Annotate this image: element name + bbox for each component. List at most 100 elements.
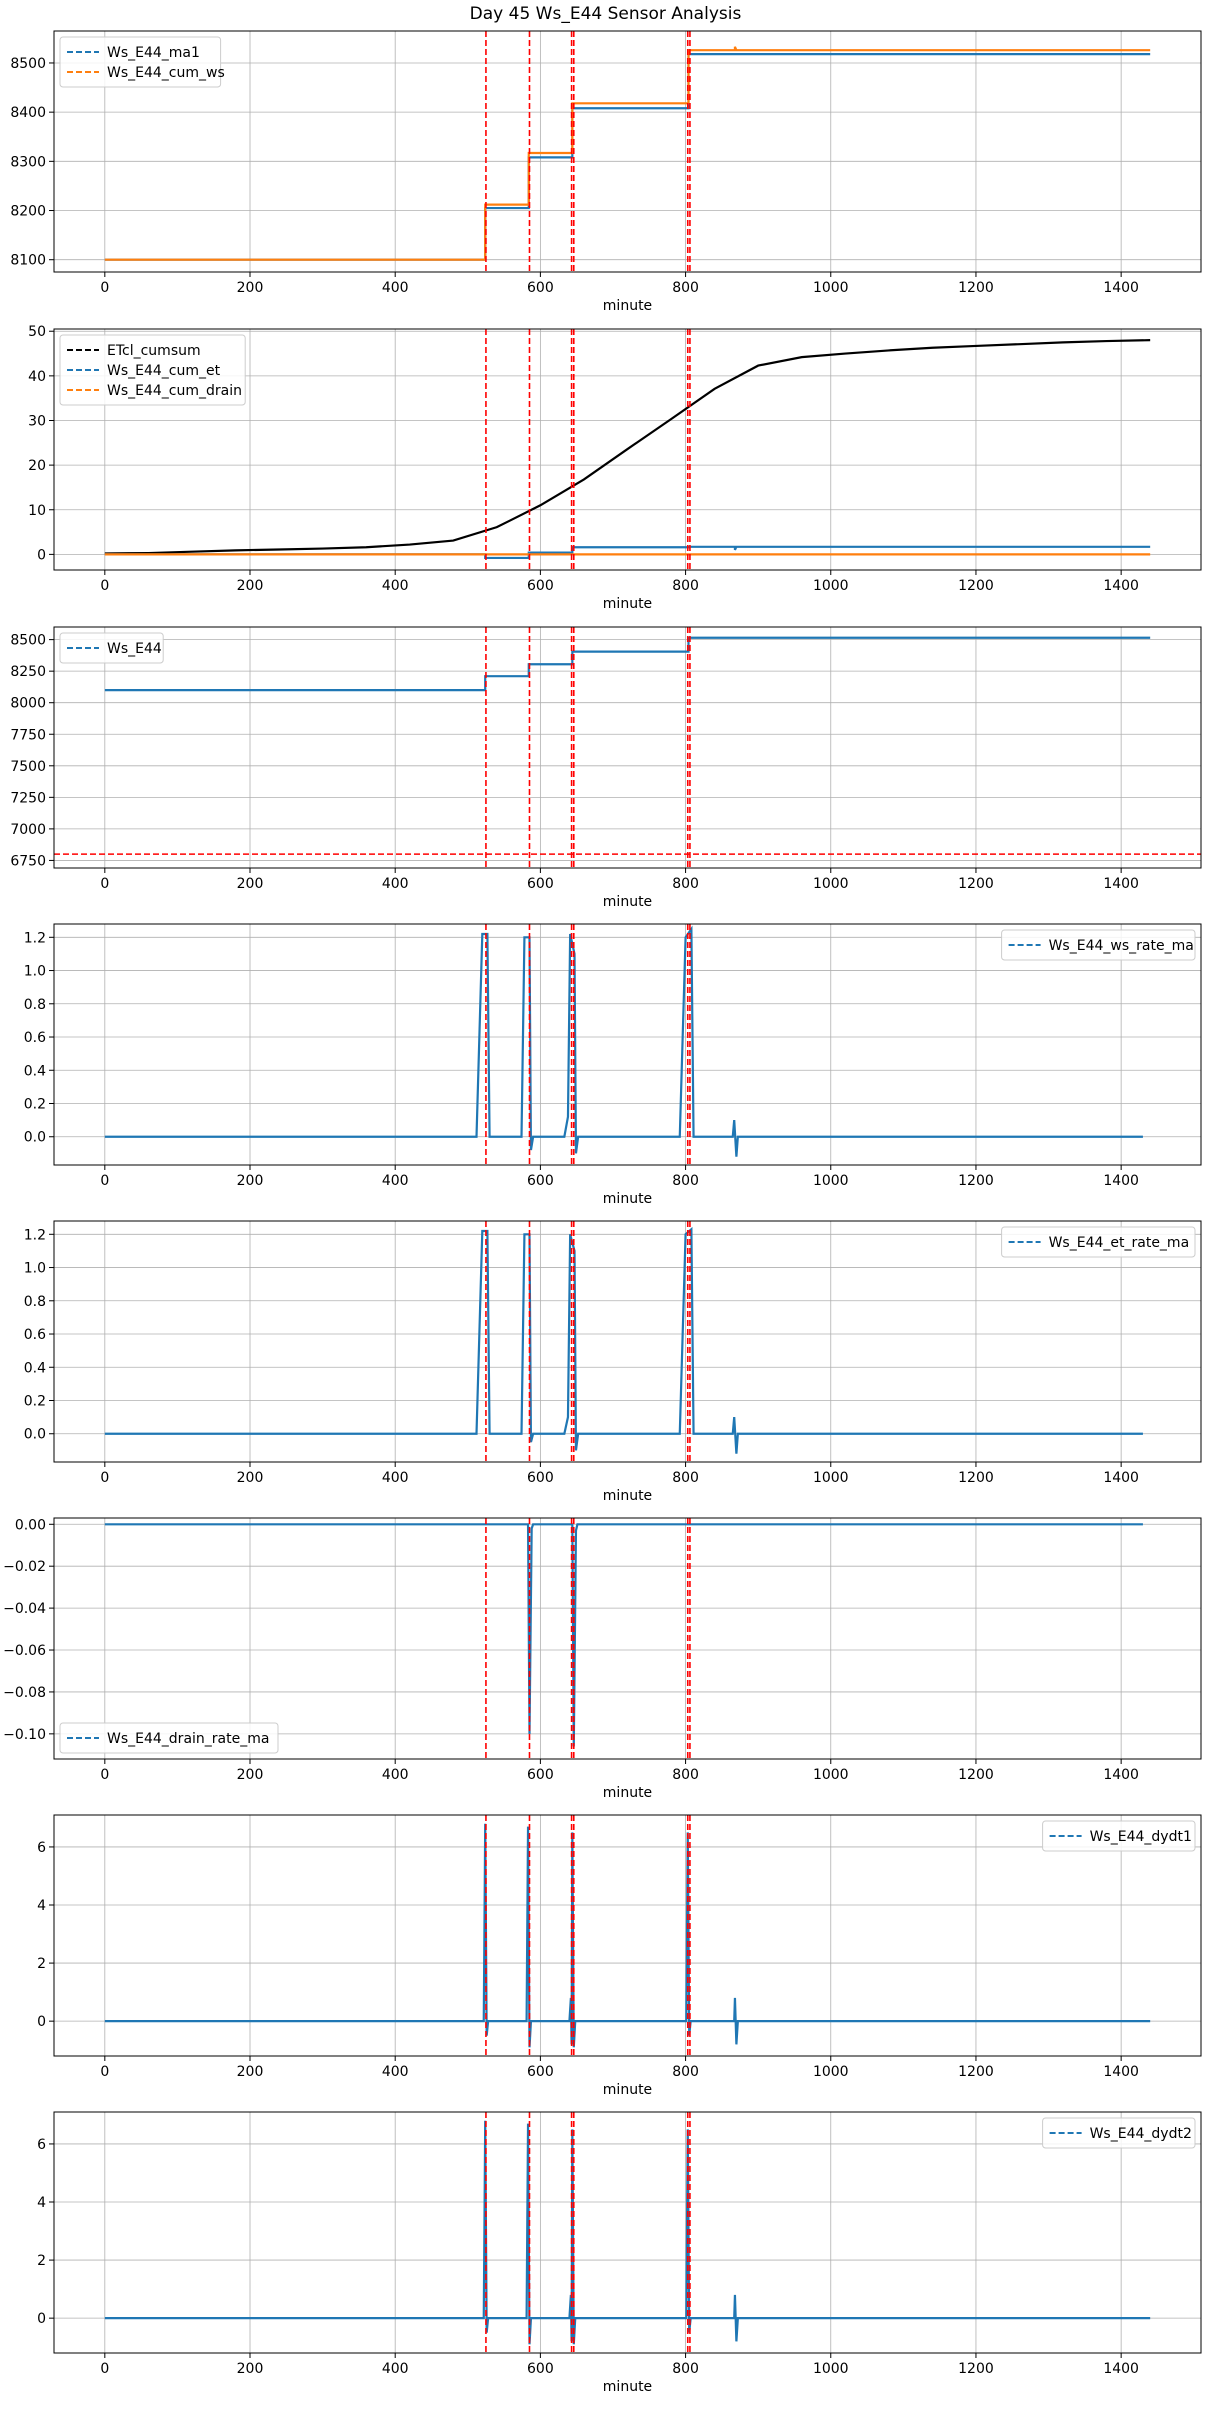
x-tick-label: 200 — [237, 1173, 264, 1189]
x-axis-label: minute — [603, 1488, 652, 1504]
x-tick-label: 600 — [527, 578, 554, 594]
plot-area — [104, 31, 1151, 272]
series-line — [104, 53, 1151, 261]
plot-frame — [53, 328, 1202, 571]
plot-frame — [53, 923, 1202, 1166]
legend-label: Ws_E44_ws_rate_ma — [1049, 938, 1194, 954]
x-axis-label: minute — [603, 2082, 652, 2098]
x-tick-label: 600 — [527, 2064, 554, 2080]
x-tick-label: 800 — [672, 1173, 699, 1189]
x-tick-label: 1200 — [958, 2064, 994, 2080]
x-tick-label: 400 — [382, 2361, 409, 2377]
plot-frame — [53, 626, 1202, 869]
plot-area — [104, 1518, 1143, 1759]
y-tick-label: 0.8 — [24, 1294, 46, 1310]
x-tick-label: 0 — [100, 1470, 109, 1486]
plot-area — [104, 924, 1143, 1165]
y-tick-label: 2 — [37, 1956, 46, 1972]
x-tick-label: 0 — [100, 2361, 109, 2377]
chart-panel: 0 200 400 600 800 1000 1200 1400 0.0 0.2 0.4 0.6 0.8… — [24, 923, 1202, 1207]
legend: ETcl_cumsum Ws_E44_cum_et Ws_E44_cum_drain — [59, 334, 246, 406]
y-tick-label: 0.6 — [24, 1327, 46, 1343]
x-tick-label: 1400 — [1103, 1767, 1139, 1783]
legend: Ws_E44_drain_rate_ma — [59, 1722, 279, 1754]
x-tick-label: 800 — [672, 2064, 699, 2080]
x-axis-label: minute — [603, 1785, 652, 1801]
y-tick-label: 1.0 — [24, 1261, 46, 1277]
x-tick-label: 1000 — [813, 1173, 849, 1189]
x-tick-label: 0 — [100, 876, 109, 892]
chart-panel: 0 200 400 600 800 1000 1200 1400 8100 8200 8300 840… — [10, 30, 1202, 314]
x-tick-label: 400 — [382, 578, 409, 594]
x-tick-label: 0 — [100, 1173, 109, 1189]
legend: Ws_E44_et_rate_ma — [1001, 1226, 1196, 1258]
legend-box — [59, 334, 246, 406]
legend-label: Ws_E44_et_rate_ma — [1049, 1235, 1190, 1251]
plot-area — [104, 329, 1151, 570]
y-tick-label: 8200 — [10, 204, 46, 220]
y-tick-label: 0.2 — [24, 1097, 46, 1113]
x-axis-label: minute — [603, 2379, 652, 2395]
series-line — [104, 925, 1143, 1157]
x-axis-label: minute — [603, 596, 652, 612]
y-tick-label: 0.0 — [24, 1427, 46, 1443]
x-tick-label: 1000 — [813, 876, 849, 892]
plot-frame — [53, 30, 1202, 273]
x-tick-label: 200 — [237, 876, 264, 892]
figure-title: Day 45 Ws_E44 Sensor Analysis — [469, 4, 742, 24]
x-tick-label: 200 — [237, 578, 264, 594]
x-tick-label: 1200 — [958, 1767, 994, 1783]
y-tick-label: −0.10 — [3, 1727, 46, 1743]
x-tick-label: 600 — [527, 2361, 554, 2377]
x-tick-label: 1000 — [813, 2361, 849, 2377]
x-tick-label: 400 — [382, 1470, 409, 1486]
chart-panel: 0 200 400 600 800 1000 1200 1400 0.0 0.2 0.4 0.6 0.8… — [24, 1220, 1202, 1504]
chart-panel: 0 200 400 600 800 1000 1200 1400 0 2 4 6 minute Ws_E4… — [37, 1814, 1202, 2098]
x-tick-label: 1000 — [813, 280, 849, 296]
legend-label: Ws_E44_cum_et — [107, 363, 221, 379]
y-tick-label: 0 — [37, 2311, 46, 2327]
legend-label: Ws_E44 — [107, 641, 162, 657]
x-tick-label: 1400 — [1103, 876, 1139, 892]
x-tick-label: 400 — [382, 1173, 409, 1189]
legend: Ws_E44 — [59, 632, 164, 664]
x-tick-label: 1400 — [1103, 2064, 1139, 2080]
legend-label: Ws_E44_ma1 — [107, 45, 200, 61]
y-tick-label: 0.4 — [24, 1360, 46, 1376]
x-tick-label: 1200 — [958, 1470, 994, 1486]
x-tick-label: 800 — [672, 876, 699, 892]
x-tick-label: 400 — [382, 876, 409, 892]
x-tick-label: 1200 — [958, 876, 994, 892]
legend-label: ETcl_cumsum — [107, 343, 201, 359]
x-tick-label: 400 — [382, 280, 409, 296]
plot-frame — [53, 1517, 1202, 1760]
y-tick-label: 2 — [37, 2253, 46, 2269]
y-tick-label: 1.0 — [24, 964, 46, 980]
y-tick-label: 6 — [37, 2137, 46, 2153]
y-tick-label: −0.04 — [3, 1601, 46, 1617]
x-tick-label: 0 — [100, 2064, 109, 2080]
x-axis-label: minute — [603, 298, 652, 314]
y-tick-label: 0.00 — [15, 1517, 46, 1533]
x-tick-label: 200 — [237, 280, 264, 296]
x-tick-label: 1200 — [958, 280, 994, 296]
x-tick-label: 0 — [100, 578, 109, 594]
legend: Ws_E44_dydt2 — [1042, 2117, 1196, 2149]
y-tick-label: 8400 — [10, 105, 46, 121]
y-tick-label: 7000 — [10, 822, 46, 838]
x-tick-label: 600 — [527, 280, 554, 296]
x-tick-label: 1400 — [1103, 1470, 1139, 1486]
series-line — [104, 636, 1151, 692]
series-line — [104, 339, 1151, 555]
y-tick-label: 0 — [37, 2014, 46, 2030]
chart-panel: 0 200 400 600 800 1000 1200 1400 0 2 4 6 minute Ws_E4… — [37, 2111, 1202, 2395]
legend-box — [1042, 2117, 1196, 2149]
plot-area — [104, 1221, 1143, 1462]
series-line — [104, 545, 1151, 560]
legend: Ws_E44_ma1 Ws_E44_cum_ws — [59, 36, 225, 88]
x-tick-label: 800 — [672, 2361, 699, 2377]
chart-panel: 0 200 400 600 800 1000 1200 1400 6750 7000 7250 750… — [10, 626, 1202, 910]
legend-box — [1001, 929, 1196, 961]
y-tick-label: 1.2 — [24, 930, 46, 946]
x-tick-label: 800 — [672, 1470, 699, 1486]
